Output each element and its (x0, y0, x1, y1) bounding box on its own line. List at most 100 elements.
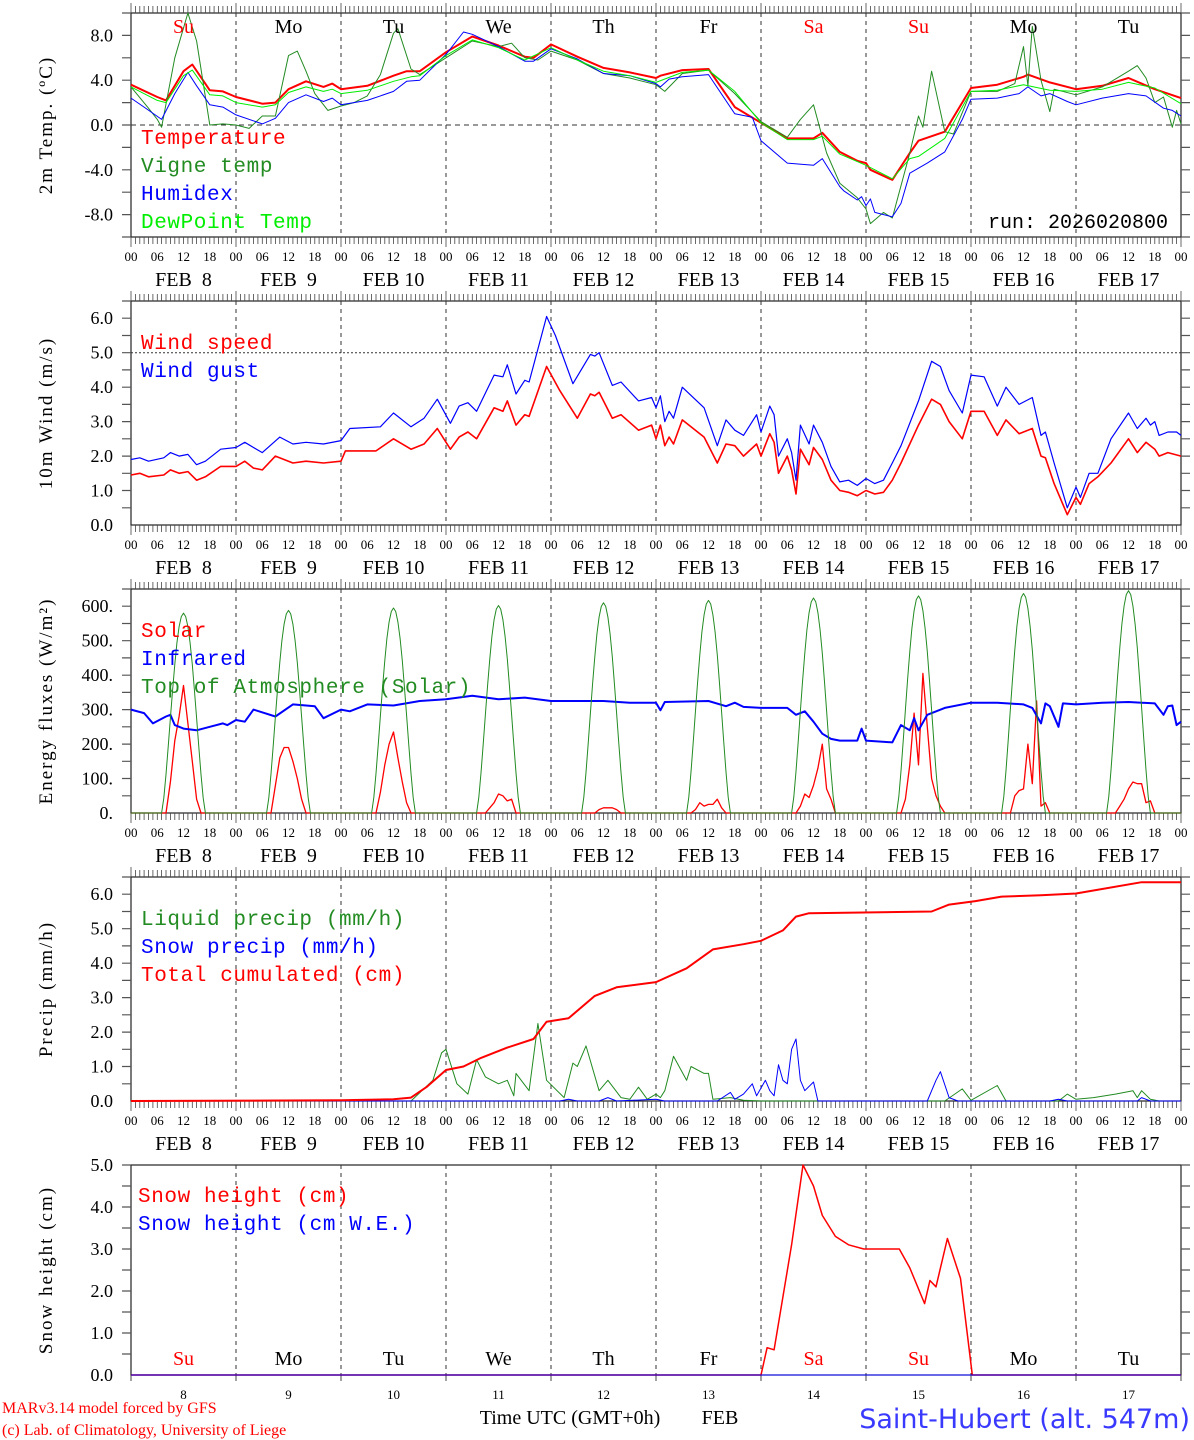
hour-label: 06 (466, 249, 480, 264)
legend-entry: Temperature (141, 128, 286, 151)
temperature-panel: -8.0 -4.0 0.0 4.0 8.0 2m Temp. (ºC) Temperatur… (36, 3, 1190, 291)
hour-label: 00 (545, 825, 558, 840)
legend-entry: Wind speed (141, 333, 273, 356)
hour-label: 00 (230, 537, 243, 552)
y-tick-label: 5.0 (91, 1155, 114, 1175)
hour-label: 12 (492, 1113, 505, 1128)
y-tick-label: 1.0 (91, 1323, 114, 1343)
y-tick-label: 500. (82, 631, 114, 651)
hour-label: 06 (781, 249, 795, 264)
y-tick-label: 6.0 (91, 884, 114, 904)
hour-label: 06 (781, 537, 795, 552)
date-label: FEB 8 (155, 1133, 212, 1155)
hour-label: 06 (991, 537, 1005, 552)
hour-label: 18 (833, 537, 846, 552)
hour-label: 18 (1148, 825, 1161, 840)
hour-label: 12 (387, 537, 400, 552)
charts-layer: -8.0 -4.0 0.0 4.0 8.0 2m Temp. (ºC) Temperatur… (36, 3, 1190, 1402)
y-ticks (122, 1164, 1190, 1355)
legend-entry: Wind gust (141, 361, 260, 384)
series-line-humidex (130, 31, 1182, 218)
series-line-liquid-precip-mm-h (131, 1023, 1181, 1102)
legend-entry: Humidex (141, 184, 233, 207)
hour-label: 00 (755, 1113, 768, 1128)
date-label: FEB 15 (888, 1133, 950, 1155)
y-tick-label: 2.0 (91, 446, 114, 466)
hour-label: 00 (335, 249, 348, 264)
date-label: FEB 13 (678, 1133, 740, 1155)
hour-label: 06 (1096, 1113, 1110, 1128)
hour-label: 18 (728, 1113, 741, 1128)
hour-label: 18 (413, 249, 426, 264)
x-axis-month: FEB (702, 1407, 739, 1429)
hour-label: 12 (597, 537, 610, 552)
hour-label: 12 (912, 249, 925, 264)
day-name: Mo (1010, 1348, 1038, 1370)
hour-label: 12 (1017, 1113, 1030, 1128)
hour-label: 18 (833, 1113, 846, 1128)
hour-label: 12 (177, 249, 190, 264)
hour-label: 18 (203, 537, 216, 552)
hour-label: 06 (886, 825, 900, 840)
hour-label: 00 (440, 537, 453, 552)
day-name: Su (908, 16, 929, 38)
hour-label: 00 (1070, 825, 1083, 840)
series-line-vigne-temp (130, 12, 1182, 225)
day-name: We (485, 1348, 511, 1370)
day-number: 17 (1122, 1387, 1136, 1402)
hour-label: 00 (650, 537, 663, 552)
y-tick-label: 200. (82, 734, 114, 754)
hour-label: 06 (361, 537, 375, 552)
day-ticks (130, 1375, 1182, 1381)
hour-label: 00 (860, 1113, 873, 1128)
hour-label: 18 (308, 825, 321, 840)
hour-label: 00 (1070, 1113, 1083, 1128)
hour-label: 00 (650, 1113, 663, 1128)
hour-label: 06 (676, 1113, 690, 1128)
hour-label: 18 (938, 249, 951, 264)
hour-label: 06 (781, 825, 795, 840)
series-line-wind-speed (130, 365, 1182, 516)
day-number: 14 (807, 1387, 821, 1402)
hour-label: 18 (413, 1113, 426, 1128)
hour-label: 12 (807, 825, 820, 840)
model-credit: MARv3.14 model forced by GFS (2, 1400, 217, 1417)
hour-label: 00 (230, 1113, 243, 1128)
hour-label: 06 (991, 249, 1005, 264)
hour-label: 00 (650, 825, 663, 840)
hour-label: 00 (230, 825, 243, 840)
y-ticks (122, 300, 1190, 509)
hour-label: 06 (361, 825, 375, 840)
hour-label: 18 (518, 249, 531, 264)
hour-label: 06 (1096, 249, 1110, 264)
hour-label: 12 (1122, 249, 1135, 264)
hour-label: 12 (1017, 249, 1030, 264)
hour-label: 00 (1175, 537, 1188, 552)
day-name: Mo (275, 16, 303, 38)
date-label: FEB 16 (993, 845, 1055, 867)
hour-label: 06 (571, 537, 585, 552)
date-label: FEB 12 (573, 557, 635, 579)
hour-label: 06 (886, 537, 900, 552)
y-tick-label: 1.0 (91, 481, 114, 501)
date-label: FEB 17 (1098, 845, 1160, 867)
hour-label: 12 (282, 825, 295, 840)
legend-entry: DewPoint Temp (141, 212, 313, 235)
hour-label: 06 (466, 825, 480, 840)
day-name: Mo (1010, 16, 1038, 38)
hour-label: 12 (807, 1113, 820, 1128)
y-tick-label: 6.0 (91, 308, 114, 328)
hour-label: 06 (571, 249, 585, 264)
date-label: FEB 8 (155, 269, 212, 291)
x-axis-title: Time UTC (GMT+0h) (480, 1407, 661, 1429)
hour-label: 00 (755, 249, 768, 264)
hour-label: 06 (256, 825, 270, 840)
day-number: 16 (1017, 1387, 1031, 1402)
day-name: Su (173, 1348, 194, 1370)
hour-label: 12 (282, 1113, 295, 1128)
hour-label: 06 (256, 537, 270, 552)
run-label: run: 2026020800 (988, 212, 1168, 235)
hour-label: 06 (466, 1113, 480, 1128)
hour-label: 12 (702, 825, 715, 840)
series-line-dewpoint-temp (130, 39, 1182, 180)
